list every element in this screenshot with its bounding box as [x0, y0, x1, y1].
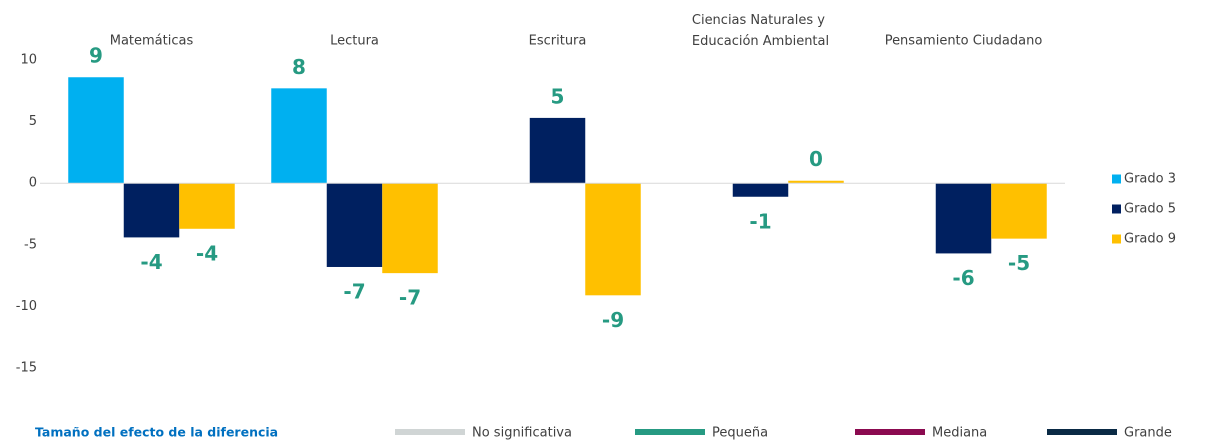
category-label: Matemáticas — [110, 34, 194, 49]
bar — [382, 183, 438, 274]
bar — [529, 117, 586, 184]
effect-legend-swatch — [855, 429, 925, 435]
bar — [991, 183, 1047, 239]
category-label: Lectura — [330, 34, 379, 49]
y-tick-label: 5 — [29, 114, 37, 129]
data-label: 9 — [89, 44, 103, 68]
category-label-line: Ciencias Naturales y — [692, 13, 829, 28]
category-label: Ciencias Naturales y Educación Ambiental — [692, 13, 829, 49]
y-tick-label: -10 — [16, 299, 37, 314]
data-label: 8 — [292, 55, 306, 79]
data-label: -1 — [749, 209, 771, 233]
effect-legend-label: No significativa — [472, 426, 572, 441]
effect-legend-label: Mediana — [932, 426, 987, 441]
legend-swatch — [1112, 234, 1121, 244]
category-label-line: Educación Ambiental — [692, 34, 829, 49]
effect-legend-label: Grande — [1124, 426, 1172, 441]
data-label: 0 — [809, 147, 823, 171]
data-label: -6 — [952, 266, 974, 290]
y-tick-label: -5 — [24, 237, 37, 252]
legend-swatch — [1112, 204, 1121, 214]
effect-legend-swatch — [1047, 429, 1117, 435]
legend-swatch — [1112, 174, 1121, 184]
bar — [123, 183, 180, 238]
data-label: 5 — [551, 84, 565, 108]
bar — [179, 183, 235, 229]
bar — [326, 183, 383, 267]
bar — [935, 183, 992, 254]
legend-label: Grado 3 — [1124, 172, 1176, 187]
bar — [271, 88, 327, 184]
category-label: Pensamiento Ciudadano — [885, 34, 1043, 49]
y-tick-label: -15 — [16, 361, 37, 376]
bar — [788, 180, 844, 184]
bar — [585, 183, 641, 296]
data-label: -7 — [343, 279, 365, 303]
category-label: Escritura — [529, 34, 587, 49]
y-tick-label: 0 — [29, 176, 37, 191]
data-label: -4 — [140, 250, 162, 274]
legend-label: Grado 9 — [1124, 232, 1176, 247]
bar — [68, 77, 124, 184]
effect-legend-title: Tamaño del efecto de la diferencia — [35, 425, 278, 440]
data-label: -5 — [1008, 251, 1030, 275]
y-tick-label: 10 — [20, 53, 37, 68]
effect-legend-swatch — [635, 429, 705, 435]
bar — [732, 183, 789, 197]
data-label: -7 — [399, 286, 421, 310]
data-label: -9 — [602, 308, 624, 332]
effect-legend-label: Pequeña — [712, 426, 768, 441]
effect-legend-swatch — [395, 429, 465, 435]
legend-label: Grado 5 — [1124, 202, 1176, 217]
data-label: -4 — [196, 241, 218, 265]
